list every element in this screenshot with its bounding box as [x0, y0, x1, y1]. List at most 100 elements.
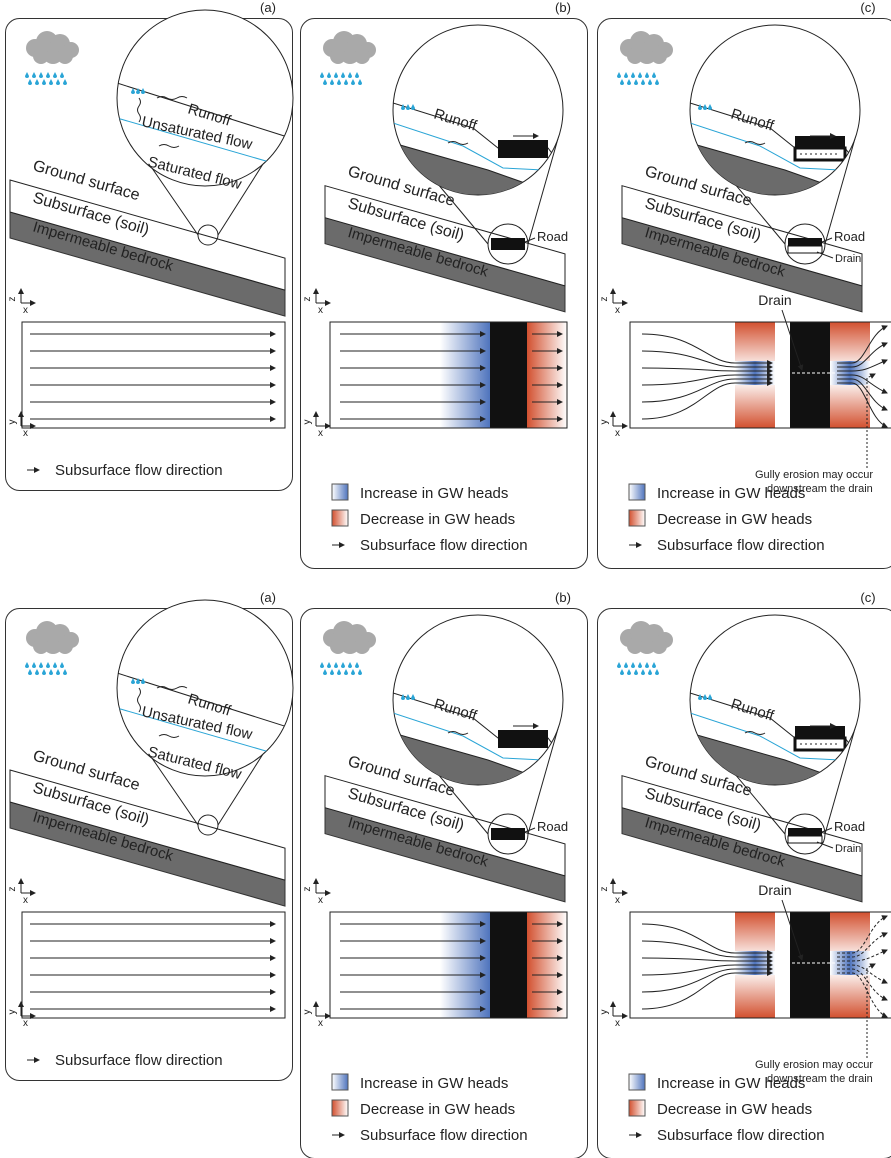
road-label: Road	[834, 819, 865, 834]
legend-swatch	[332, 510, 348, 526]
figure: (a)Ground surfaceSubsurface (soil)Imperm…	[0, 0, 891, 1158]
axis-label: x	[23, 305, 28, 316]
road-label: Road	[834, 229, 865, 244]
rain-drop	[358, 669, 362, 675]
axis-label: x	[318, 895, 323, 906]
rain-drop	[627, 669, 631, 675]
rain-drop	[327, 72, 331, 78]
rain-drop	[56, 79, 60, 85]
cloud	[57, 48, 73, 64]
panel-label: (c)	[860, 590, 875, 605]
rain-drop	[617, 662, 621, 668]
legend-label: Subsurface flow direction	[657, 537, 825, 554]
cloud	[651, 638, 667, 654]
panel-label: (b)	[555, 0, 571, 15]
road	[491, 238, 525, 250]
zoom-circle	[117, 10, 293, 186]
rain-drop	[320, 662, 324, 668]
legend-label: Increase in GW heads	[657, 1075, 805, 1092]
axis-label: z	[599, 887, 610, 892]
axis-label: x	[23, 1018, 28, 1029]
plan-view	[440, 912, 567, 1018]
axis-label: x	[318, 1018, 323, 1029]
gw-increase	[735, 951, 775, 975]
rain-drop	[620, 669, 624, 675]
rain-drop	[49, 79, 53, 85]
axis-label: z	[7, 297, 18, 302]
cloud	[57, 638, 73, 654]
gw-increase	[440, 912, 490, 1018]
axis-label: y	[302, 1010, 313, 1015]
rain-drop	[624, 662, 628, 668]
axis-label: x	[615, 1018, 620, 1029]
axis-label: z	[7, 887, 18, 892]
rain-drop	[652, 72, 656, 78]
legend-label: Increase in GW heads	[657, 485, 805, 502]
legend-swatch	[629, 1074, 645, 1090]
rain-drop	[620, 79, 624, 85]
rain-drop	[35, 669, 39, 675]
page: {"figures":[ {"panels":[ {"label":"(a)",…	[0, 0, 891, 1158]
legend-label: Subsurface flow direction	[55, 1052, 223, 1069]
rain-drop	[323, 669, 327, 675]
rain-drop	[35, 79, 39, 85]
legend-label: Decrease in GW heads	[657, 1101, 812, 1118]
axis-label: y	[302, 420, 313, 425]
gw-increase	[830, 361, 870, 385]
rain-drop	[655, 79, 659, 85]
axis-label: y	[599, 1010, 610, 1015]
cloud	[354, 48, 370, 64]
rain-drop	[341, 72, 345, 78]
rain-drop	[32, 72, 36, 78]
rain-drop	[355, 662, 359, 668]
legend-swatch	[332, 1100, 348, 1116]
rain-drop	[652, 662, 656, 668]
drain	[788, 836, 822, 843]
rain-drop	[63, 669, 67, 675]
drain-plan-label: Drain	[758, 292, 791, 308]
road-plan	[790, 912, 830, 1018]
legend-label: Decrease in GW heads	[657, 511, 812, 528]
rain-drop	[344, 669, 348, 675]
cloud	[627, 638, 643, 654]
cloud	[627, 48, 643, 64]
legend-swatch	[629, 510, 645, 526]
rain-drop	[631, 662, 635, 668]
cloud	[33, 638, 49, 654]
axis-label: x	[23, 895, 28, 906]
cloud	[651, 48, 667, 64]
gw-increase	[440, 322, 490, 428]
cloud	[330, 48, 346, 64]
rain-drop	[334, 72, 338, 78]
rain-drop	[42, 79, 46, 85]
panel-label: (b)	[555, 590, 571, 605]
rain-drop	[627, 79, 631, 85]
rain-drop	[39, 662, 43, 668]
axis-label: z	[599, 297, 610, 302]
rain-drop	[648, 669, 652, 675]
rain-drop	[358, 79, 362, 85]
rain-drop	[634, 79, 638, 85]
rain-drop	[355, 72, 359, 78]
cloud	[354, 638, 370, 654]
axis-label: y	[599, 420, 610, 425]
rain-drop	[337, 669, 341, 675]
rain-drop	[56, 669, 60, 675]
rain-drop	[28, 79, 32, 85]
rain-drop	[327, 662, 331, 668]
legend-label: Subsurface flow direction	[360, 537, 528, 554]
rain-drop	[341, 662, 345, 668]
zoom-circle	[117, 600, 293, 776]
road	[788, 828, 822, 836]
road	[491, 828, 525, 840]
legend-label: Increase in GW heads	[360, 485, 508, 502]
plan-view	[440, 322, 567, 428]
axis-label: x	[318, 305, 323, 316]
road-plan	[790, 322, 830, 428]
rain-drop	[634, 669, 638, 675]
legend-label: Increase in GW heads	[360, 1075, 508, 1092]
road-label: Road	[537, 229, 568, 244]
